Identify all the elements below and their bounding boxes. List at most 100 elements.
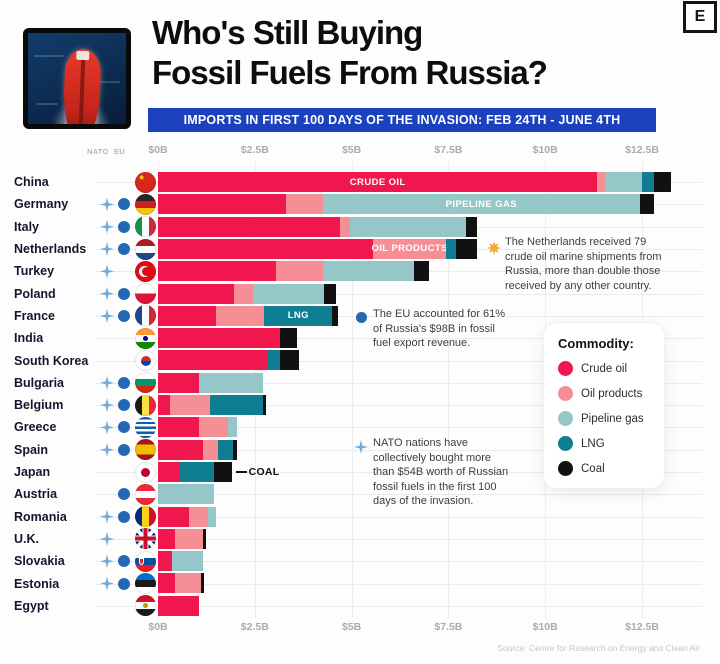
stacked-bar (158, 573, 205, 594)
table-row: Greece (0, 416, 720, 439)
bar-segment-lng (446, 238, 457, 259)
title-line-2: Fossil Fuels From Russia? (152, 54, 548, 91)
axis-tick-label: $12.5B (625, 144, 659, 156)
outside-coal-label: COAL (235, 466, 280, 478)
bar-segment-crude_oil (158, 328, 280, 349)
stacked-bar (158, 461, 232, 482)
bar-segment-crude_oil (158, 350, 269, 371)
eu-member-icon (118, 488, 130, 501)
eu-member-icon (118, 555, 130, 568)
country-label: Austria (14, 483, 63, 506)
legend-title: Commodity: (558, 336, 634, 351)
bar-segment-crude_oil (158, 194, 286, 215)
axis-tick-label: $5B (341, 144, 362, 156)
country-label: Spain (14, 438, 54, 461)
gridline (351, 162, 353, 618)
bar-segment-crude_oil (158, 439, 203, 460)
bar-segment-pipeline_gas (171, 551, 203, 572)
flag-icon-france (135, 305, 156, 327)
nato-member-icon (100, 242, 114, 257)
legend-item: Coal (558, 461, 652, 476)
bar-segment-crude_oil (158, 216, 340, 237)
bar-segment-coal (202, 528, 207, 549)
nato-member-icon (100, 398, 114, 413)
segment-label: PIPELINE GAS (445, 198, 517, 210)
bar-segment-lng (179, 461, 215, 482)
country-label: Slovakia (14, 550, 70, 573)
bar-segment-pipeline_gas (227, 417, 238, 438)
bar-segment-pipeline_gas (158, 484, 215, 505)
eu-dot-icon (356, 312, 367, 323)
legend-item: Pipeline gas (558, 411, 652, 426)
row-leader-line (95, 382, 702, 384)
legend-color-dot (558, 361, 573, 376)
table-row: Slovakia (0, 550, 720, 573)
bar-segment-crude_oil (158, 395, 170, 415)
flag-icon-romania (135, 506, 156, 528)
bar-segment-pipeline_gas: PIPELINE GAS (322, 194, 641, 215)
flag-icon-southkorea (135, 350, 156, 372)
row-leader-line (95, 472, 702, 474)
flag-icon-slovakia (135, 550, 156, 572)
stacked-bar (158, 506, 217, 527)
table-row: India (0, 327, 720, 350)
table-row: Egypt (0, 594, 720, 617)
bar-segment-oil_products (175, 528, 203, 549)
bar-segment-crude_oil (158, 261, 277, 282)
bar-segment-coal (332, 305, 339, 326)
eu-member-icon (118, 577, 130, 590)
bar-segment-coal (200, 573, 205, 594)
bar-segment-lng (641, 172, 654, 192)
row-leader-line (95, 449, 702, 451)
table-row: Romania (0, 505, 720, 528)
bar-segment-coal (465, 216, 478, 237)
stacked-bar: OIL PRODUCTS (158, 238, 478, 259)
segment-label: LNG (287, 310, 309, 322)
eu-member-icon (118, 287, 130, 300)
stacked-bar: PIPELINE GAS (158, 194, 654, 215)
row-leader-line (95, 338, 702, 340)
stacked-bar: LNG (158, 305, 339, 326)
axis-tick-label: $0B (148, 144, 168, 156)
axis-tick-label: $5B (341, 621, 362, 633)
row-leader-line (95, 605, 702, 607)
row-leader-line (95, 360, 702, 362)
stacked-bar (158, 595, 199, 616)
stacked-bar (158, 350, 300, 371)
eu-member-icon (118, 421, 130, 434)
row-leader-line (95, 583, 702, 585)
flag-icon-greece (135, 416, 156, 438)
subtitle-banner: IMPORTS IN FIRST 100 DAYS OF THE INVASIO… (148, 108, 656, 132)
row-leader-line (95, 494, 702, 496)
stacked-bar (158, 439, 238, 460)
segment-label: CRUDE OIL (349, 176, 406, 188)
table-row: China CRUDE OIL (0, 171, 720, 194)
bar-segment-crude_oil (158, 372, 199, 393)
table-row: Poland (0, 282, 720, 305)
flag-icon-bulgaria (135, 372, 156, 394)
eu-member-icon (118, 443, 130, 456)
bar-segment-oil_products (339, 216, 350, 237)
flag-icon-japan (135, 461, 156, 483)
bar-segment-pipeline_gas (252, 283, 325, 304)
legend-label: Pipeline gas (581, 412, 644, 425)
tanker-ship-image (23, 28, 131, 129)
table-row: Italy (0, 215, 720, 238)
table-row: Belgium (0, 394, 720, 417)
bar-segment-lng: LNG (264, 305, 333, 326)
bar-segment-crude_oil (158, 417, 199, 438)
table-row: U.K. (0, 527, 720, 551)
eu-member-icon (118, 198, 130, 211)
nato-member-icon (100, 442, 114, 457)
source-credit: Source: Centre for Research on Energy an… (497, 643, 700, 653)
country-label: Estonia (14, 572, 65, 595)
row-leader-line (95, 427, 702, 429)
nato-member-icon (100, 197, 114, 212)
table-row: Spain (0, 438, 720, 461)
flag-icon-egypt (135, 595, 156, 617)
country-label: Romania (14, 505, 72, 528)
table-row: Austria (0, 483, 720, 506)
flag-icon-austria (135, 483, 156, 505)
flag-icon-india (135, 327, 156, 349)
eu-member-icon (118, 510, 130, 523)
